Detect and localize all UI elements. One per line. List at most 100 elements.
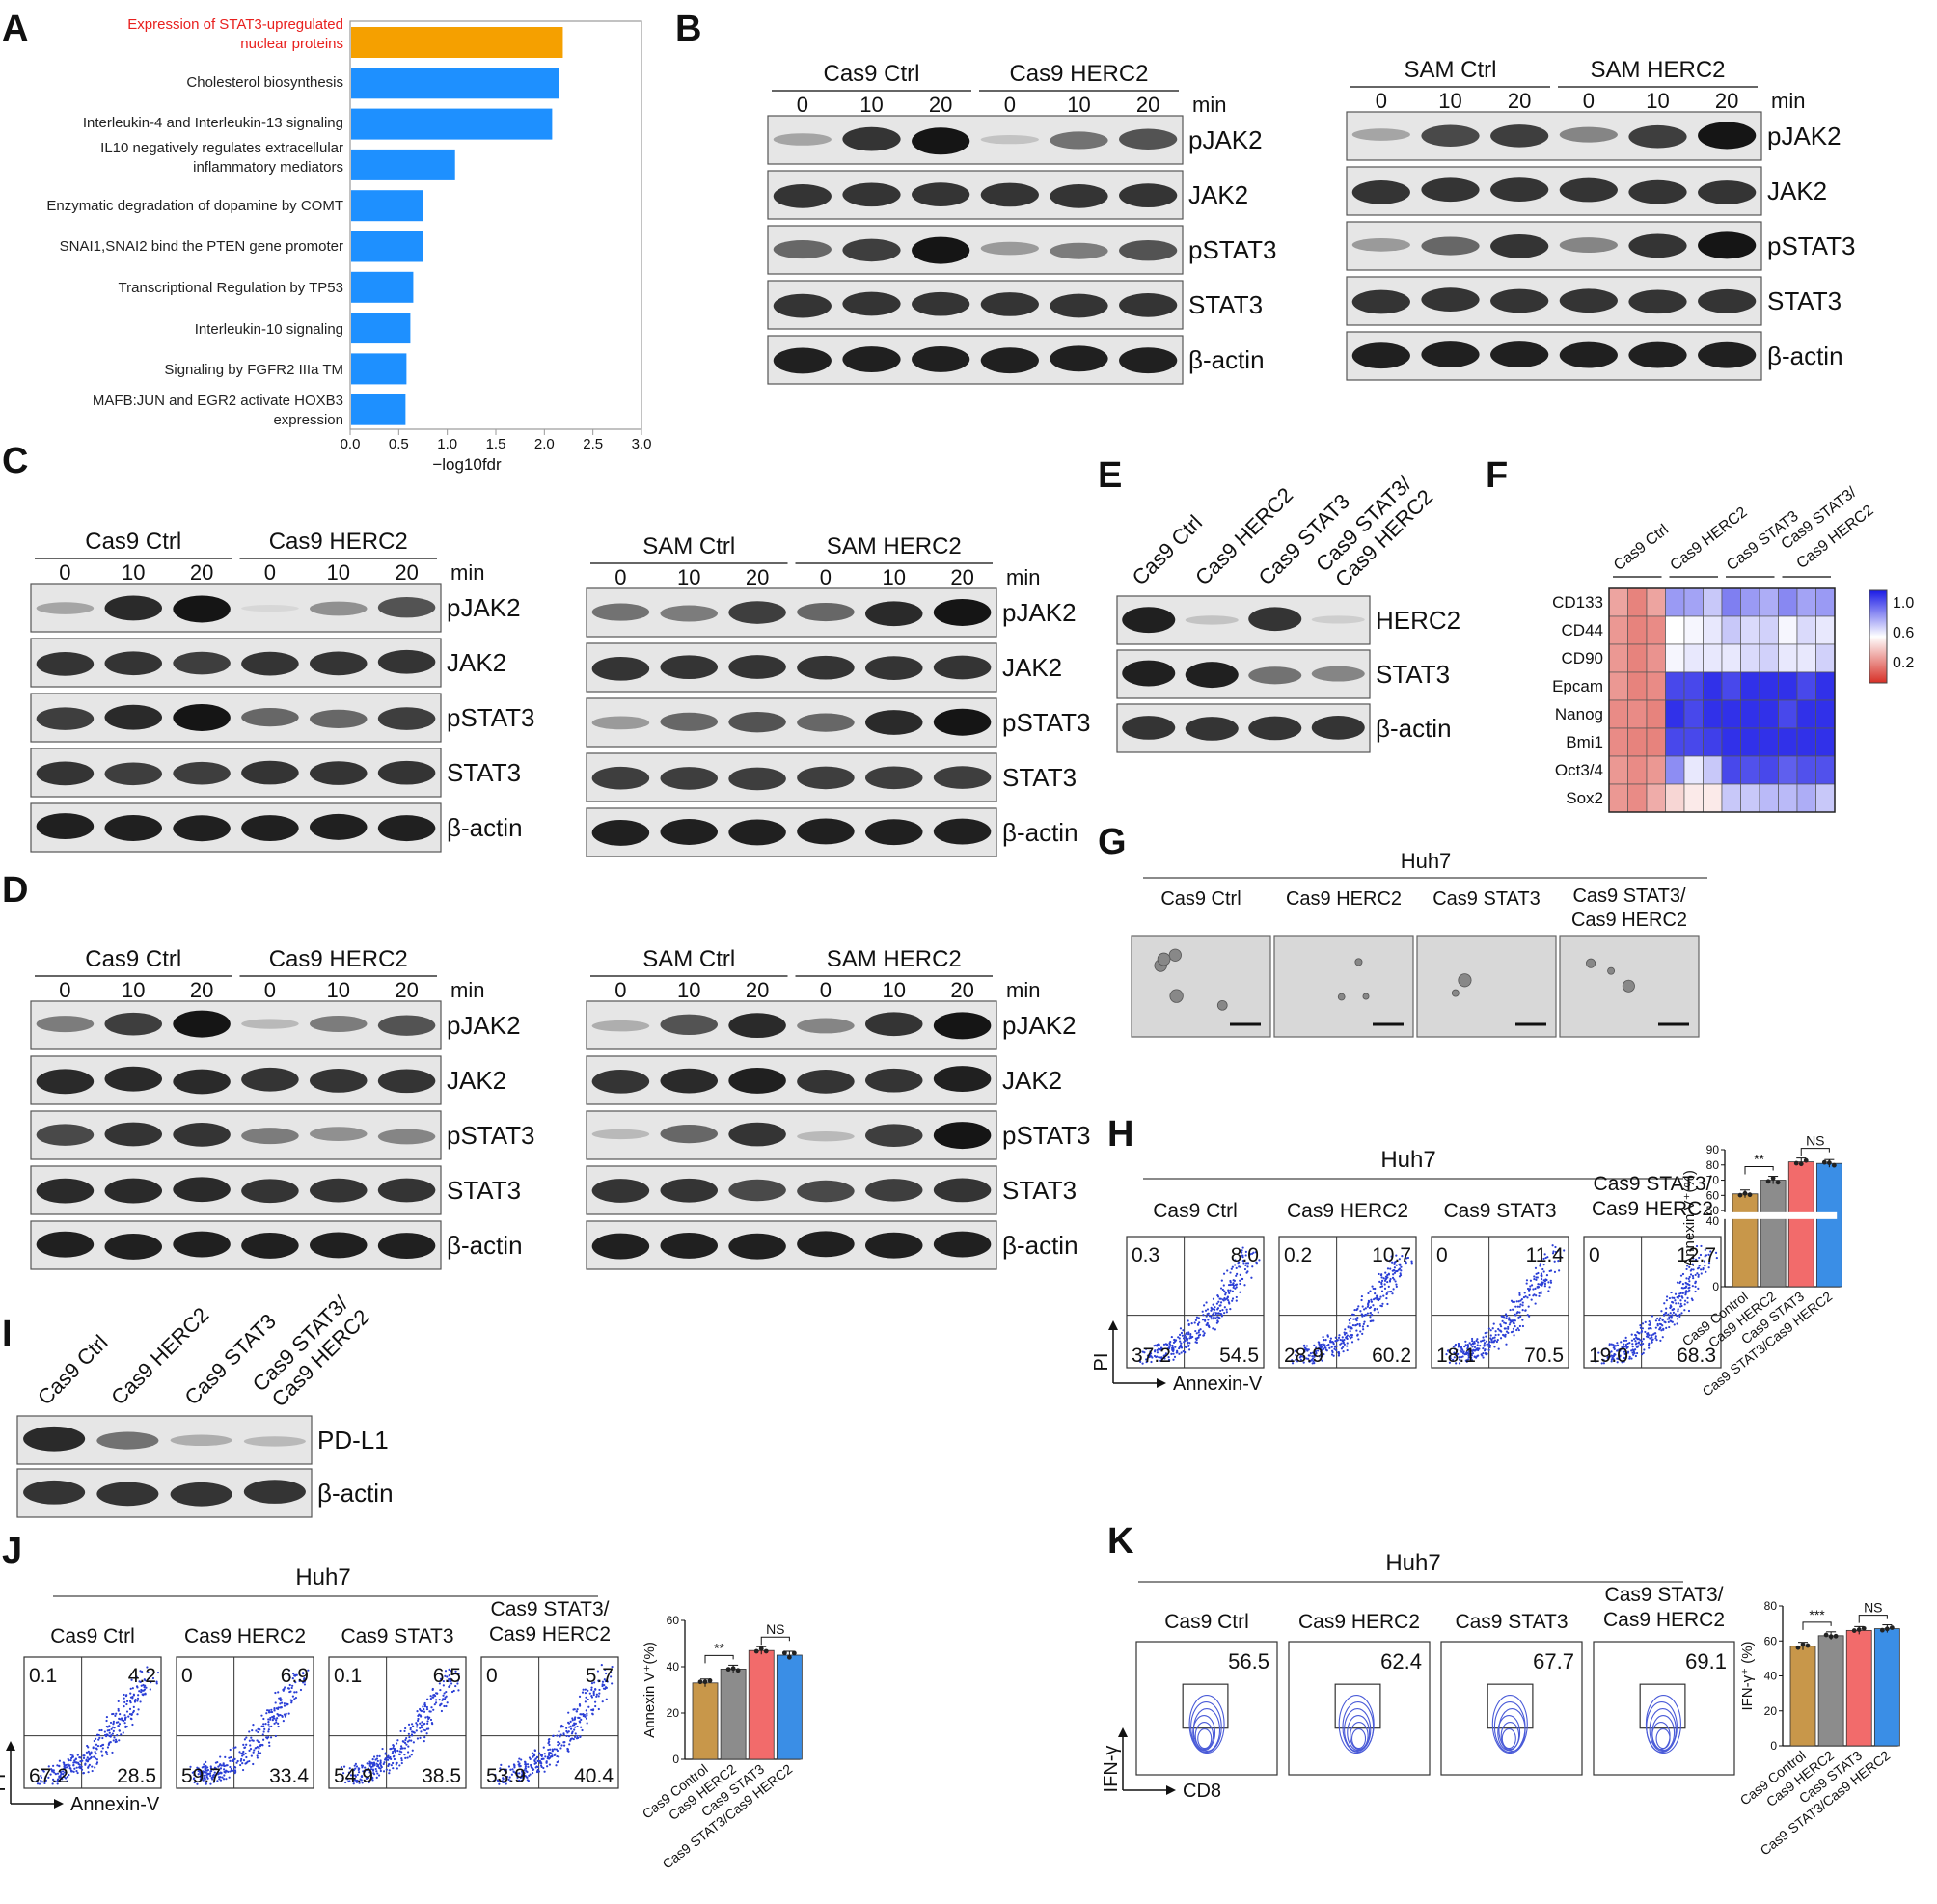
event-dot [368,1771,371,1774]
time-label: 10 [122,560,145,585]
bar [1760,1180,1787,1288]
event-dot [1389,1277,1392,1281]
event-dot [1492,1322,1495,1325]
event-dot [1683,1303,1686,1306]
event-dot [423,1708,425,1711]
heatmap-cell [1796,615,1816,645]
band-label: β-actin [447,813,523,842]
heatmap-cell [1740,783,1760,813]
event-dot [1628,1357,1631,1360]
event-dot [582,1688,585,1691]
band [36,602,95,614]
event-dot [193,1773,196,1777]
band [1248,607,1302,632]
event-dot [295,1673,298,1676]
event-dot [1630,1333,1633,1336]
event-dot [1626,1342,1629,1346]
event-dot [423,1740,425,1743]
event-dot [590,1686,593,1689]
event-dot [556,1734,559,1737]
group-label: Cas9 Ctrl [1160,888,1241,910]
event-dot [218,1778,221,1781]
event-dot [43,1782,46,1785]
event-dot [382,1762,385,1766]
band-label: pSTAT3 [447,703,535,732]
heatmap-cell [1796,587,1816,617]
event-dot [1529,1279,1533,1282]
bar [748,1649,775,1760]
event-dot [610,1675,613,1678]
band [728,767,786,791]
event-dot [121,1719,123,1722]
event-dot [1315,1352,1318,1355]
event-dot [1504,1313,1508,1316]
event-dot [212,1768,215,1771]
blot-strip [586,1165,997,1215]
event-dot [426,1720,429,1723]
event-dot [1686,1265,1689,1267]
band-label: β-actin [1002,1231,1078,1260]
event-dot [553,1748,556,1751]
band-label: β-actin [1767,341,1843,370]
event-dot [1449,1355,1452,1358]
event-dot [1642,1351,1645,1354]
bar [720,1669,747,1760]
event-dot [1144,1347,1148,1350]
event-dot [263,1727,266,1731]
heatmap-cell [1721,727,1741,757]
event-dot [193,1781,196,1784]
event-dot [1537,1286,1540,1289]
event-dot [1484,1332,1487,1335]
band [933,1178,992,1203]
event-dot [68,1767,71,1770]
event-dot [584,1691,587,1695]
event-dot [1324,1339,1327,1342]
event-dot [1220,1314,1223,1317]
event-dot [83,1754,86,1757]
event-dot [1616,1357,1619,1360]
band [36,1069,95,1095]
event-dot [1482,1356,1485,1359]
y-tick-label: 40 [667,1660,680,1673]
event-dot [1525,1279,1529,1282]
heatmap-cell [1665,755,1685,785]
event-dot [1459,1349,1461,1352]
group-label: Cas9 STAT3/ [1605,1584,1724,1606]
time-label: 20 [950,978,973,1002]
event-dot [1395,1285,1398,1289]
event-dot [275,1721,278,1724]
event-dot [73,1767,76,1770]
band [933,1122,992,1150]
event-dot [289,1690,292,1693]
event-dot [1552,1250,1555,1253]
event-dot [1464,1340,1467,1343]
event-dot [1202,1330,1205,1333]
group-label: SAM HERC2 [827,533,962,559]
band-label: β-actin [1002,818,1078,847]
event-dot [379,1762,382,1765]
event-dot [1654,1332,1657,1335]
event-dot [1241,1260,1244,1263]
arrow-head [6,1741,15,1751]
event-dot [1354,1318,1357,1320]
event-dot [196,1766,199,1769]
event-dot [258,1747,260,1750]
quadrant-value: 18.1 [1436,1345,1476,1367]
event-dot [1621,1347,1624,1350]
event-dot [1644,1320,1647,1323]
event-dot [271,1719,274,1722]
event-dot [1394,1280,1397,1283]
event-dot [259,1752,262,1754]
event-dot [155,1680,158,1683]
contour [1190,1701,1222,1754]
event-dot [1398,1263,1401,1265]
band [797,1231,855,1258]
band [377,1129,436,1145]
band [104,762,162,786]
event-dot [367,1776,369,1780]
quadrant-value: 40.4 [574,1765,614,1787]
event-dot [1319,1358,1322,1361]
event-dot [610,1671,613,1674]
